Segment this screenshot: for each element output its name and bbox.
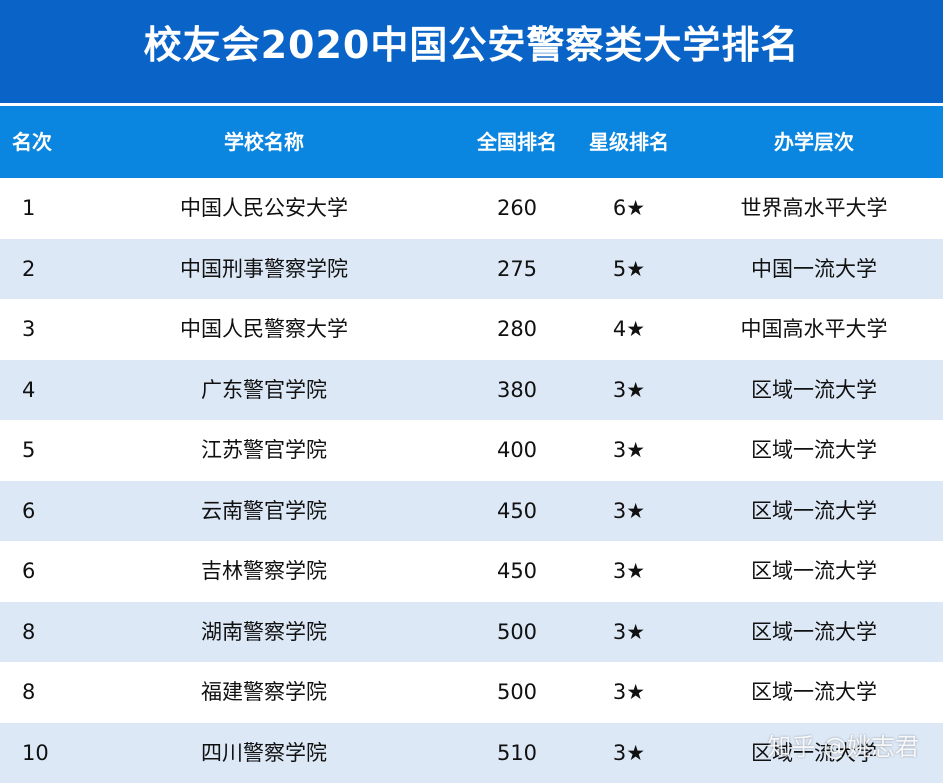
table-row: 6 吉林警察学院 450 3★ 区域一流大学 — [0, 541, 943, 602]
school-name-cell: 中国人民警察大学 — [180, 317, 348, 341]
header-national-rank: 全国排名 — [477, 130, 557, 154]
star-rank-cell: 3★ — [612, 498, 646, 523]
title-divider — [0, 103, 943, 106]
table-row: 8 湖南警察学院 500 3★ 区域一流大学 — [0, 601, 943, 662]
school-name-cell: 云南警官学院 — [201, 498, 327, 523]
level-cell: 中国一流大学 — [751, 256, 877, 281]
ranking-table-body: 1 中国人民公安大学 260 6★ 世界高水平大学 2 中国刑事警察学院 275… — [0, 178, 943, 783]
level-cell: 区域一流大学 — [751, 498, 877, 523]
rank-cell: 8 — [22, 680, 36, 704]
header-rank: 名次 — [12, 130, 52, 154]
rank-cell: 10 — [22, 740, 49, 765]
star-rank-cell: 5★ — [612, 256, 646, 281]
star-rank-cell: 3★ — [612, 619, 646, 644]
national-rank-cell: 450 — [496, 498, 538, 523]
table-row: 4 广东警官学院 380 3★ 区域一流大学 — [0, 359, 943, 420]
school-name-cell: 湖南警察学院 — [201, 619, 327, 644]
table-row: 3 中国人民警察大学 280 4★ 中国高水平大学 — [0, 299, 943, 360]
header-school-name: 学校名称 — [224, 130, 304, 154]
national-rank-cell: 280 — [496, 317, 538, 341]
watermark: 知乎 @姚志君 — [767, 733, 919, 761]
national-rank-cell: 450 — [496, 559, 538, 583]
level-cell: 区域一流大学 — [751, 619, 877, 644]
rank-cell: 1 — [22, 196, 36, 220]
header-star-rank: 星级排名 — [589, 130, 669, 154]
national-rank-cell: 500 — [496, 680, 538, 704]
page-title: 校友会2020中国公安警察类大学排名 — [143, 23, 800, 67]
level-cell: 世界高水平大学 — [740, 196, 888, 220]
level-cell: 中国高水平大学 — [740, 317, 888, 341]
national-rank-cell: 260 — [496, 196, 538, 220]
star-rank-cell: 3★ — [612, 377, 646, 402]
header-level: 办学层次 — [774, 130, 854, 154]
national-rank-cell: 500 — [496, 619, 538, 644]
table-row: 1 中国人民公安大学 260 6★ 世界高水平大学 — [0, 178, 943, 239]
national-rank-cell: 380 — [496, 377, 538, 402]
star-rank-cell: 6★ — [612, 196, 646, 220]
title-banner: 校友会2020中国公安警察类大学排名 — [0, 0, 943, 103]
school-name-cell: 福建警察学院 — [201, 680, 327, 704]
table-header: 名次 学校名称 全国排名 星级排名 办学层次 — [0, 106, 943, 178]
level-cell: 区域一流大学 — [751, 680, 877, 704]
rank-cell: 8 — [22, 619, 36, 644]
rank-cell: 5 — [22, 438, 36, 462]
rank-cell: 4 — [22, 377, 36, 402]
school-name-cell: 广东警官学院 — [201, 377, 327, 402]
table-row: 10 四川警察学院 510 3★ 区域一流大学 — [0, 722, 943, 783]
rank-cell: 6 — [22, 498, 36, 523]
school-name-cell: 四川警察学院 — [201, 740, 327, 765]
star-rank-cell: 4★ — [612, 317, 646, 341]
rank-cell: 3 — [22, 317, 36, 341]
national-rank-cell: 275 — [496, 256, 538, 281]
star-rank-cell: 3★ — [612, 438, 646, 462]
star-rank-cell: 3★ — [612, 680, 646, 704]
national-rank-cell: 400 — [496, 438, 538, 462]
school-name-cell: 中国人民公安大学 — [180, 196, 348, 220]
rank-cell: 2 — [22, 256, 36, 281]
table-row: 2 中国刑事警察学院 275 5★ 中国一流大学 — [0, 238, 943, 299]
table-row: 5 江苏警官学院 400 3★ 区域一流大学 — [0, 420, 943, 481]
level-cell: 区域一流大学 — [751, 438, 877, 462]
table-row: 8 福建警察学院 500 3★ 区域一流大学 — [0, 662, 943, 723]
level-cell: 区域一流大学 — [751, 740, 877, 765]
level-cell: 区域一流大学 — [751, 559, 877, 583]
table-row: 6 云南警官学院 450 3★ 区域一流大学 — [0, 480, 943, 541]
star-rank-cell: 3★ — [612, 740, 646, 765]
star-rank-cell: 3★ — [612, 559, 646, 583]
school-name-cell: 吉林警察学院 — [201, 559, 327, 583]
school-name-cell: 江苏警官学院 — [201, 438, 327, 462]
rank-cell: 6 — [22, 559, 36, 583]
level-cell: 区域一流大学 — [751, 377, 877, 402]
national-rank-cell: 510 — [496, 740, 538, 765]
school-name-cell: 中国刑事警察学院 — [180, 256, 348, 281]
